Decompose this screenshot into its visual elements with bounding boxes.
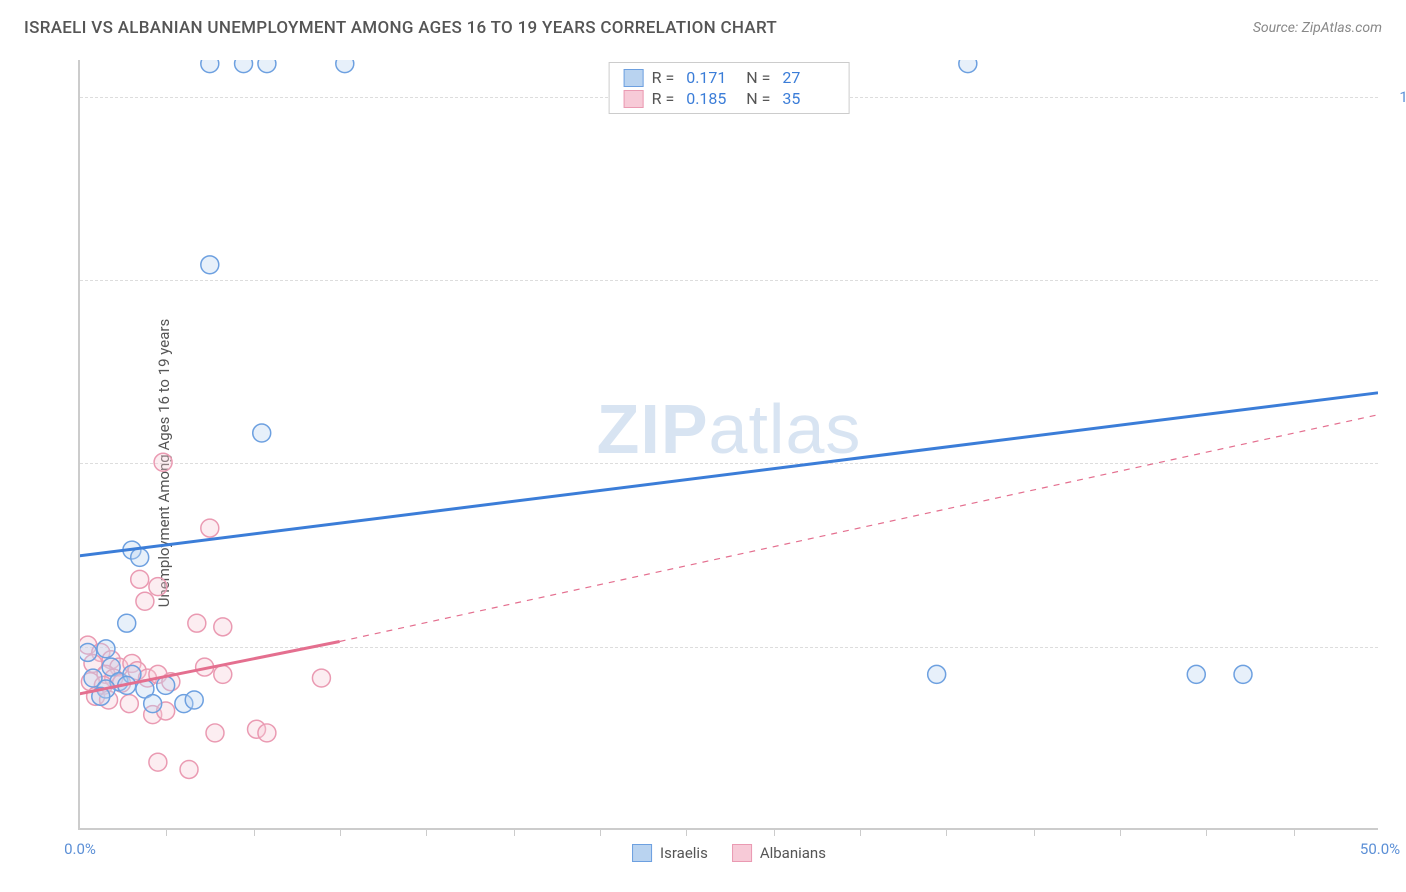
data-point xyxy=(131,548,149,566)
swatch-israelis xyxy=(624,69,644,87)
data-point xyxy=(312,669,330,687)
trendline-israelis xyxy=(80,393,1378,558)
legend-swatch-israelis xyxy=(632,844,652,862)
data-point xyxy=(201,519,219,537)
stat-N-israelis: 27 xyxy=(782,68,830,87)
chart-title: ISRAELI VS ALBANIAN UNEMPLOYMENT AMONG A… xyxy=(24,18,777,38)
data-svg-layer xyxy=(80,60,1378,828)
xtick-minor xyxy=(600,828,601,836)
data-point xyxy=(258,60,276,73)
stat-N-label: N = xyxy=(746,89,770,108)
xtick-label: 50.0% xyxy=(1360,840,1400,858)
data-point xyxy=(149,753,167,771)
stat-N-albanians: 35 xyxy=(782,89,830,108)
chart-header: ISRAELI VS ALBANIAN UNEMPLOYMENT AMONG A… xyxy=(0,0,1406,46)
chart-source: Source: ZipAtlas.com xyxy=(1253,20,1382,36)
data-point xyxy=(136,592,154,610)
legend-item-israelis: Israelis xyxy=(632,844,708,862)
stat-R-label: R = xyxy=(652,68,675,87)
data-point xyxy=(149,578,167,596)
plot-area: ZIPatlas 25.0%50.0%75.0%100.0% 0.0%50.0%… xyxy=(78,60,1378,830)
xtick-minor xyxy=(860,828,861,836)
xtick-minor xyxy=(1034,828,1035,836)
data-point xyxy=(1187,665,1205,683)
data-point xyxy=(206,724,224,742)
legend: Israelis Albanians xyxy=(632,844,826,862)
stat-N-label: N = xyxy=(746,68,770,87)
stat-R-israelis: 0.171 xyxy=(686,68,734,87)
data-point xyxy=(253,424,271,442)
data-point xyxy=(235,60,253,73)
data-point xyxy=(1234,665,1252,683)
data-point xyxy=(201,60,219,73)
xtick-minor xyxy=(774,828,775,836)
trendline-albanians-dashed xyxy=(340,415,1378,642)
legend-label-albanians: Albanians xyxy=(760,844,826,862)
data-point xyxy=(214,665,232,683)
data-point xyxy=(928,665,946,683)
ytick-label: 100.0% xyxy=(1399,88,1406,106)
xtick-minor xyxy=(254,828,255,836)
data-point xyxy=(188,614,206,632)
stat-row-israelis: R = 0.171 N = 27 xyxy=(624,67,835,88)
xtick-minor xyxy=(166,828,167,836)
xtick-minor xyxy=(514,828,515,836)
data-point xyxy=(154,453,172,471)
data-point xyxy=(144,695,162,713)
data-point xyxy=(214,618,232,636)
xtick-minor xyxy=(340,828,341,836)
legend-label-israelis: Israelis xyxy=(660,844,708,862)
data-point xyxy=(336,60,354,73)
xtick-label: 0.0% xyxy=(64,840,96,858)
xtick-minor xyxy=(1120,828,1121,836)
data-point xyxy=(97,640,115,658)
data-point xyxy=(959,60,977,73)
stat-R-label: R = xyxy=(652,89,675,108)
swatch-albanians xyxy=(624,90,644,108)
data-point xyxy=(185,691,203,709)
correlation-stat-box: R = 0.171 N = 27 R = 0.185 N = 35 xyxy=(609,62,850,114)
xtick-minor xyxy=(1206,828,1207,836)
data-point xyxy=(118,614,136,632)
data-point xyxy=(201,256,219,274)
xtick-minor xyxy=(426,828,427,836)
legend-item-albanians: Albanians xyxy=(732,844,826,862)
data-point xyxy=(80,643,97,661)
legend-swatch-albanians xyxy=(732,844,752,862)
xtick-minor xyxy=(686,828,687,836)
xtick-minor xyxy=(946,828,947,836)
stat-R-albanians: 0.185 xyxy=(686,89,734,108)
xtick-minor xyxy=(1294,828,1295,836)
data-point xyxy=(258,724,276,742)
data-point xyxy=(180,761,198,779)
stat-row-albanians: R = 0.185 N = 35 xyxy=(624,88,835,109)
chart-container: Unemployment Among Ages 16 to 19 years Z… xyxy=(50,60,1390,865)
data-point xyxy=(131,570,149,588)
data-point xyxy=(120,695,138,713)
